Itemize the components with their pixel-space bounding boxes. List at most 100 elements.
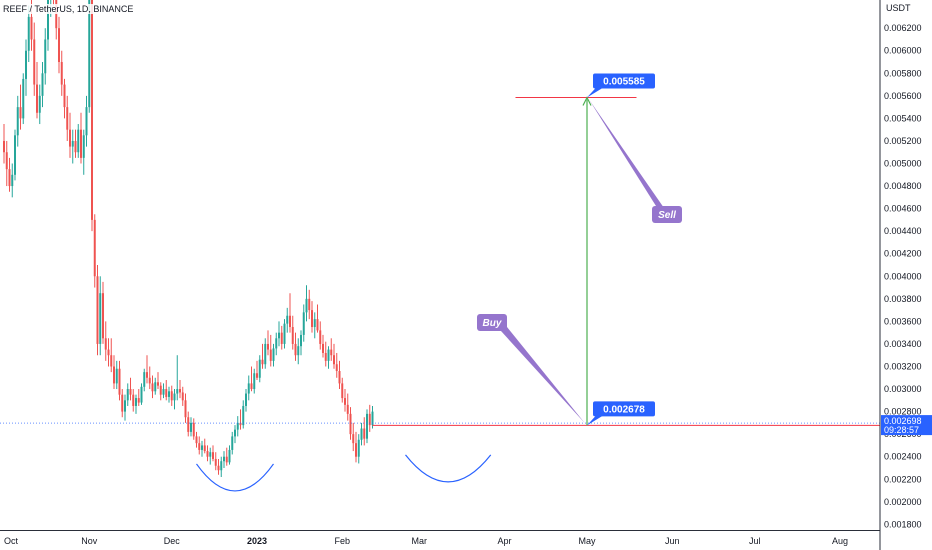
candle-body [352,434,355,444]
candle-body [258,359,261,378]
candle-body [30,16,33,40]
candle-body [143,372,146,387]
candle-body [113,366,115,384]
candle-body [333,355,335,365]
candle-body [319,330,322,344]
candle-body [168,391,170,397]
price-callout-text: 0.005585 [603,77,645,88]
y-tick-label: 0.005800 [884,68,922,78]
candle-body [93,219,96,277]
candle-body [330,349,333,356]
candle-body [16,107,19,136]
candle-body [22,78,25,119]
note-box [652,206,682,223]
candle-body [148,377,151,384]
candle-body [159,385,162,395]
candle-body [338,371,341,384]
note-text: Buy [483,318,502,329]
candle-body [176,389,179,394]
candle-body [280,332,283,344]
candle-body [74,140,77,153]
candle-body [360,428,363,440]
candle-body [206,451,209,457]
candle-body [253,373,256,390]
x-tick-label: Nov [81,536,98,546]
price-callout-box [593,73,655,89]
y-tick-label: 0.003600 [884,316,922,326]
x-tick-label: Jul [749,536,761,546]
candle-body [225,456,228,463]
candle-body [289,315,291,328]
candle-body [82,135,85,158]
candle-body [316,319,319,331]
candle-body [223,456,225,462]
y-tick-label: 0.003800 [884,294,922,304]
candle-body [192,422,195,437]
candle-body [25,50,27,79]
candle-body [201,445,203,450]
candle-body [269,349,272,361]
candle-body [170,391,173,401]
last-price-value: 0.002698 [884,416,922,426]
candle-body [96,276,99,344]
price-callout-box [593,401,655,417]
candle-body [283,323,286,344]
x-tick-label: Apr [497,536,511,546]
candle-body [157,382,159,386]
x-tick-label: May [578,536,596,546]
y-tick-label: 0.004200 [884,249,922,259]
candle-body [19,107,22,119]
candle-body [126,389,129,401]
x-tick-label: Dec [164,536,181,546]
price-callout-text: 0.002678 [603,404,645,415]
candle-body [181,392,184,401]
candle-body [107,349,110,356]
candle-body [346,404,349,414]
candle-body [162,389,165,395]
candle-body [256,373,258,378]
candle-body [242,405,245,426]
candle-body [355,443,357,457]
candle-body [371,411,374,426]
note-pointer [589,99,664,208]
candle-body [217,465,220,471]
candle-body [245,393,247,406]
y-tick-label: 0.005000 [884,159,922,169]
candle-body [305,298,308,313]
candle-body [33,39,36,85]
candle-body [88,0,91,108]
candle-body [203,445,206,452]
candle-body [118,368,121,395]
candle-body [313,319,316,328]
candle-body [212,452,214,459]
note-text: Sell [658,210,676,221]
candle-body [322,343,324,353]
candle-body [71,140,74,147]
candle-body [267,343,269,350]
candle-body [327,349,330,361]
candle-body [36,84,38,113]
candle-body [104,338,107,350]
candle-body [173,393,176,401]
candle-body [99,293,102,344]
candle-body [286,315,289,324]
candle-body [228,449,231,463]
candle-body [184,400,187,418]
candle-body [102,293,104,339]
candle-body [344,398,346,405]
candle-body [3,140,5,153]
candle-body [135,398,137,406]
candle-body [261,359,264,365]
candle-body [154,382,157,392]
y-tick-label: 0.002200 [884,474,922,484]
candle-body [63,84,66,108]
candle-body [214,458,217,466]
drawings-layer: 0.005585 0.002678 Buy Sell [0,73,880,492]
candle-body [366,413,368,439]
candle-body [198,443,201,450]
y-tick-label: 0.002000 [884,497,922,507]
candle-body [308,298,311,311]
price-axis-panel [880,0,932,550]
